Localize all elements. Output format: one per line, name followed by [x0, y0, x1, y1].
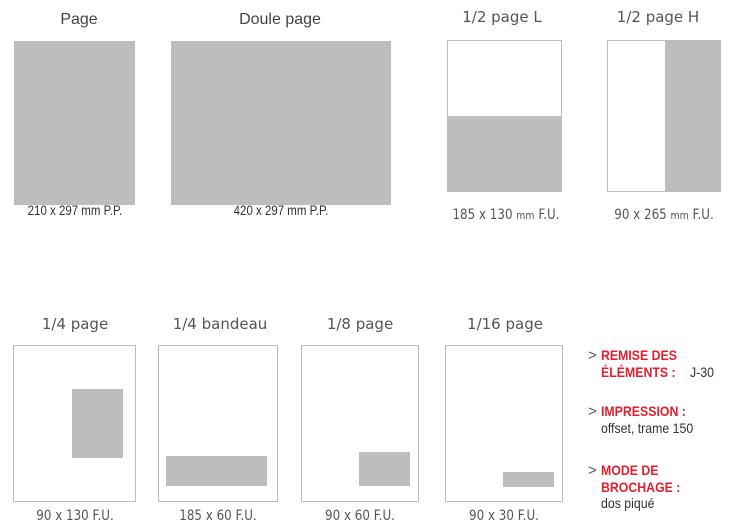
remise-value: J-30	[689, 364, 714, 380]
arrow-icon: >	[588, 462, 597, 479]
dim-unit: mm	[670, 209, 689, 222]
format-fill-sixteenth-page	[503, 472, 554, 487]
brochage-label-line1: MODE DE	[600, 462, 659, 478]
arrow-icon: >	[588, 403, 597, 420]
format-title-half-page-l: 1/2 page L	[462, 8, 542, 26]
format-fill-eighth-page	[359, 452, 410, 486]
dim-number: 90 x 265	[614, 207, 667, 223]
format-preview-page	[14, 41, 135, 205]
format-title-page: Page	[60, 11, 98, 28]
format-title-half-page-h: 1/2 page H	[616, 8, 700, 26]
format-preview-quarter-banner	[158, 345, 278, 502]
format-preview-sixteenth-page	[445, 345, 563, 502]
format-dim-half-page-h: 90 x 265 mm F.U.	[600, 207, 728, 223]
format-title-sixteenth-page: 1/16 page	[467, 315, 543, 333]
brochage-label-line2: BROCHAGE :	[601, 479, 681, 495]
brochage-value: dos piqué	[601, 495, 655, 511]
dim-tail: F.U.	[692, 207, 714, 223]
impression-label: IMPRESSION :	[600, 403, 686, 419]
format-dim-sixteenth-page: 90 x 30 F.U.	[469, 508, 539, 524]
format-preview-double-page	[171, 41, 391, 205]
format-dim-page: 210 x 297 mm P.P.	[27, 203, 123, 218]
format-title-eighth-page: 1/8 page	[326, 315, 394, 333]
dim-number: 185 x 130	[452, 207, 513, 223]
remise-label-line2: ÉLÉMENTS :	[601, 364, 676, 380]
format-preview-half-page-l	[447, 40, 562, 192]
format-fill-quarter-page	[72, 389, 123, 458]
format-dim-quarter-page: 90 x 130 F.U.	[36, 508, 114, 524]
format-dim-half-page-l: 185 x 130 mm F.U.	[442, 207, 570, 223]
dim-unit: mm	[516, 209, 535, 222]
format-dim-double-page: 420 x 297 mm P.P.	[233, 203, 329, 218]
dim-tail: F.U.	[538, 207, 560, 223]
impression-value: offset, trame 150	[601, 420, 694, 436]
format-title-double-page: Doule page	[239, 11, 321, 28]
format-fill-half-page-h	[665, 41, 720, 191]
format-dim-quarter-banner: 185 x 60 F.U.	[179, 508, 257, 524]
info-impression: > IMPRESSION : offset, trame 150	[588, 403, 738, 436]
format-preview-half-page-h	[607, 40, 721, 192]
format-title-quarter-banner: 1/4 bandeau	[172, 315, 268, 333]
format-fill-quarter-banner	[166, 456, 267, 486]
format-fill-half-page-l	[448, 116, 561, 191]
remise-label-line1: REMISE DES	[600, 347, 677, 363]
arrow-icon: >	[588, 347, 597, 364]
info-brochage: > MODE DE BROCHAGE : dos piqué	[588, 462, 738, 511]
format-dim-eighth-page: 90 x 60 F.U.	[325, 508, 395, 524]
info-remise: > REMISE DES ÉLÉMENTS : J-30	[588, 347, 738, 380]
format-preview-eighth-page	[301, 345, 419, 502]
format-preview-quarter-page	[13, 345, 136, 502]
format-title-quarter-page: 1/4 page	[41, 315, 109, 333]
